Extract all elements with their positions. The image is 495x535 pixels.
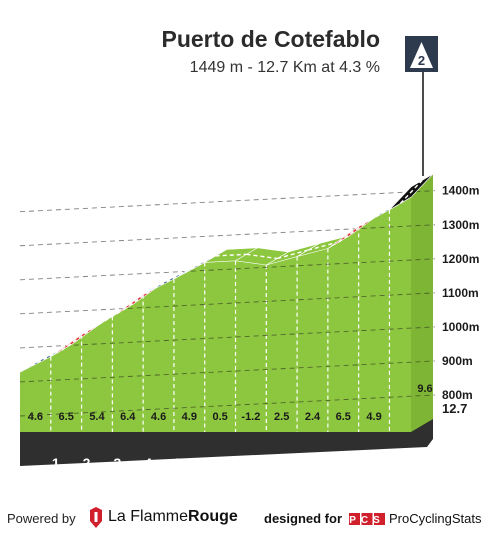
footer: Powered by La FlammeRouge designed for P… bbox=[0, 505, 495, 535]
gradient-label: 4.9 bbox=[182, 411, 197, 423]
gradient-label: 4.6 bbox=[28, 411, 43, 423]
km-label: 1 bbox=[52, 455, 60, 471]
km-label: 2 bbox=[83, 455, 91, 471]
grid-line bbox=[19, 224, 436, 247]
total-distance-label: 12.7 bbox=[442, 401, 467, 416]
pcs-logo-icon: PCS bbox=[349, 513, 385, 525]
gradient-label: 6.5 bbox=[59, 411, 74, 423]
gradient-label: 2.5 bbox=[274, 411, 289, 423]
la-flamme-rouge-link[interactable]: La FlammeRouge bbox=[108, 508, 238, 526]
profile-area bbox=[20, 187, 411, 432]
category-triangle-icon bbox=[410, 42, 433, 68]
climb-title: Puerto de Cotefablo bbox=[161, 26, 380, 52]
gradient-label: 9.6 bbox=[417, 383, 432, 395]
km-label: 8 bbox=[267, 455, 275, 471]
gradient-label: -1.2 bbox=[241, 411, 260, 423]
km-label: 10 bbox=[325, 455, 341, 471]
km-label: 9 bbox=[298, 455, 306, 471]
gradient-label: 4.6 bbox=[151, 411, 166, 423]
la-flamme-rouge-logo-icon bbox=[90, 507, 102, 528]
y-tick-label: 1300m bbox=[442, 218, 479, 232]
y-tick-label: 900m bbox=[442, 354, 473, 368]
segment-center-line bbox=[153, 271, 186, 289]
lfr-brand-b: Rouge bbox=[188, 508, 238, 525]
pcs-badge-text: PCS bbox=[349, 515, 385, 525]
climb-subtitle: 1449 m - 12.7 Km at 4.3 % bbox=[189, 59, 380, 76]
km-label: 11 bbox=[356, 455, 371, 471]
grid-line bbox=[19, 360, 436, 383]
grid-line bbox=[19, 326, 436, 349]
km-label: 4 bbox=[144, 455, 152, 471]
segment-center-line bbox=[399, 180, 423, 204]
y-tick-label: 1200m bbox=[442, 252, 479, 266]
powered-by-text: Powered by bbox=[7, 511, 76, 526]
grid-line bbox=[19, 292, 436, 315]
km-label: 7 bbox=[237, 455, 245, 471]
profile-end-face bbox=[411, 174, 433, 432]
y-tick-label: 800m bbox=[442, 388, 473, 402]
y-tick-label: 1100m bbox=[442, 286, 479, 300]
km-label: 6 bbox=[206, 455, 214, 471]
grid-line bbox=[19, 394, 436, 417]
y-tick-label: 1000m bbox=[442, 320, 479, 334]
gradient-label: 6.5 bbox=[336, 411, 351, 423]
gradient-label: 4.9 bbox=[366, 411, 381, 423]
segment-center-line bbox=[61, 327, 93, 351]
km-label: 3 bbox=[113, 455, 121, 471]
gradient-label: 0.5 bbox=[212, 411, 227, 423]
segment-center-line bbox=[215, 253, 247, 257]
procyclingstats-link[interactable]: ProCyclingStats bbox=[389, 511, 482, 526]
elevation-profile-chart: 4.6 6.5 5.4 6.4 4.6 4.9 0.5 -1.2 2.5 2.4 6.5 4.9 9.6… bbox=[19, 36, 480, 471]
grid-line bbox=[19, 258, 436, 281]
category-label: 2 bbox=[418, 53, 425, 68]
gradient-label: 2.4 bbox=[305, 411, 321, 423]
gradient-label: 5.4 bbox=[89, 411, 105, 423]
segment-center-line bbox=[307, 241, 340, 251]
grid-line bbox=[19, 190, 436, 213]
km-label: 12 bbox=[387, 455, 403, 471]
km-label: 5 bbox=[175, 455, 183, 471]
gradient-label: 6.4 bbox=[120, 411, 136, 423]
lfr-brand-a: La Flamme bbox=[108, 508, 189, 525]
segment-center-line bbox=[246, 253, 278, 260]
segment-center-line bbox=[277, 249, 309, 260]
designed-for-text: designed for bbox=[264, 511, 343, 526]
y-tick-label: 1400m bbox=[442, 184, 479, 198]
